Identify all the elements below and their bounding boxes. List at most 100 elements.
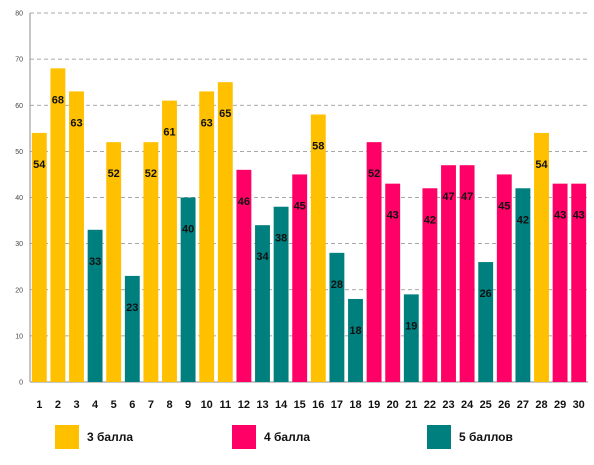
- x-tick-label: 6: [129, 399, 135, 411]
- data-label: 42: [517, 214, 529, 226]
- data-label: 65: [219, 108, 231, 120]
- legend-label-3: 3 балла: [87, 430, 134, 444]
- bar: [403, 294, 419, 382]
- bar: [534, 132, 549, 382]
- data-label: 18: [349, 325, 361, 337]
- x-tick-label: 23: [442, 399, 454, 411]
- data-label: 43: [573, 210, 585, 222]
- legend-label-4: 4 балла: [264, 430, 311, 444]
- bar: [441, 165, 456, 382]
- x-tick-label: 3: [73, 399, 79, 411]
- bar: [255, 225, 270, 382]
- bar: [31, 132, 47, 382]
- x-tick-label: 20: [387, 399, 399, 411]
- data-label: 43: [554, 210, 566, 222]
- bar: [273, 206, 289, 382]
- data-label: 63: [201, 117, 213, 129]
- data-label: 23: [126, 302, 138, 314]
- y-tick-label: 40: [15, 195, 23, 202]
- legend-swatch-5: [427, 425, 451, 449]
- x-axis: 1 2 3 4 5 6 7 8 9 10 11 12 13 14 15 16 17 18 19 20 21 22 23 24 2…: [36, 399, 585, 411]
- data-label: 58: [312, 140, 324, 152]
- data-label: 46: [238, 196, 250, 208]
- bar: [552, 183, 568, 382]
- x-tick-label: 10: [201, 399, 213, 411]
- legend-swatch-4: [232, 425, 256, 449]
- data-label: 47: [442, 191, 454, 203]
- legend-item-5: 5 баллов: [427, 425, 513, 449]
- bar: [385, 183, 401, 382]
- bar: [459, 165, 475, 382]
- x-tick-label: 25: [480, 399, 492, 411]
- y-tick-label: 20: [15, 287, 23, 294]
- x-tick-label: 24: [461, 399, 474, 411]
- bar: [124, 275, 140, 382]
- data-label: 38: [275, 233, 287, 245]
- data-label: 40: [182, 224, 194, 236]
- bar: [478, 262, 494, 382]
- x-tick-label: 27: [517, 399, 529, 411]
- bars: [31, 68, 587, 382]
- bar: [329, 252, 345, 382]
- data-label: 61: [163, 127, 175, 139]
- y-tick-label: 50: [15, 149, 23, 156]
- bar: [422, 188, 438, 382]
- x-tick-label: 12: [238, 399, 250, 411]
- bar: [199, 91, 215, 382]
- bar: [69, 91, 84, 382]
- x-tick-label: 16: [312, 399, 324, 411]
- data-label: 68: [52, 94, 64, 106]
- x-tick-label: 7: [148, 399, 154, 411]
- y-tick-label: 0: [19, 380, 23, 387]
- x-tick-label: 14: [275, 399, 288, 411]
- bar: [348, 298, 363, 382]
- y-tick-label: 70: [15, 57, 23, 64]
- bar: [106, 142, 122, 382]
- data-label: 26: [480, 288, 492, 300]
- x-tick-label: 30: [573, 399, 585, 411]
- bar: [292, 174, 308, 382]
- bar: [50, 68, 66, 382]
- data-label: 28: [331, 279, 343, 291]
- x-tick-label: 29: [554, 399, 566, 411]
- x-tick-label: 4: [92, 399, 99, 411]
- bar: [310, 114, 326, 382]
- x-tick-label: 22: [424, 399, 436, 411]
- x-tick-label: 9: [185, 399, 191, 411]
- data-label: 54: [33, 159, 46, 171]
- bar: [217, 82, 233, 382]
- data-label: 45: [498, 200, 510, 212]
- bar: [496, 174, 512, 382]
- bar: [162, 100, 177, 382]
- data-label: 45: [294, 200, 306, 212]
- data-label: 52: [368, 168, 380, 180]
- x-tick-label: 5: [111, 399, 117, 411]
- x-tick-label: 17: [331, 399, 343, 411]
- data-label: 42: [424, 214, 436, 226]
- x-tick-label: 26: [498, 399, 510, 411]
- data-label: 52: [145, 168, 157, 180]
- data-label: 54: [535, 159, 548, 171]
- bar: [87, 229, 103, 382]
- x-tick-label: 2: [55, 399, 61, 411]
- legend-label-5: 5 баллов: [459, 430, 513, 444]
- data-label: 52: [108, 168, 120, 180]
- y-axis: 0 10 20 30 40 50 60 70 80: [15, 11, 588, 387]
- x-tick-label: 18: [349, 399, 361, 411]
- x-tick-label: 11: [219, 399, 231, 411]
- data-label: 19: [405, 320, 417, 332]
- bar: [236, 169, 252, 382]
- data-labels: 54 68 63 33 52 23 52 61 40 63 65 46 34 38 45 58 28 18 52 43…: [33, 94, 585, 337]
- bar: [515, 188, 531, 382]
- legend-item-3: 3 балла: [55, 425, 133, 449]
- x-tick-label: 13: [256, 399, 268, 411]
- data-label: 34: [256, 251, 269, 263]
- y-tick-label: 80: [15, 11, 23, 18]
- x-tick-label: 19: [368, 399, 380, 411]
- bar: [366, 142, 382, 382]
- x-tick-label: 8: [166, 399, 172, 411]
- x-tick-label: 1: [36, 399, 42, 411]
- x-tick-label: 15: [294, 399, 306, 411]
- x-tick-label: 28: [535, 399, 547, 411]
